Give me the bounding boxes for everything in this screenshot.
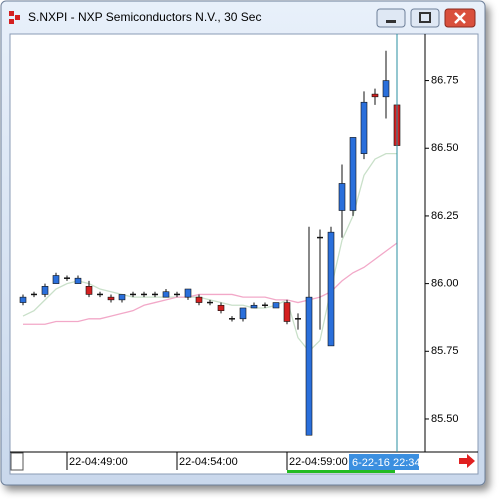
candle-body: [349, 137, 357, 211]
y-tick-label: 86.00: [431, 278, 459, 290]
y-tick-label: 85.75: [431, 345, 459, 357]
candle-body: [272, 302, 280, 309]
candle-body: [360, 101, 368, 154]
scroll-box[interactable]: [10, 452, 24, 471]
y-tick-label: 86.75: [431, 74, 459, 86]
app-icon: [9, 11, 20, 24]
candle-body: [85, 286, 93, 295]
scroll-right-arrow[interactable]: [459, 454, 475, 468]
y-tick-label: 86.25: [431, 210, 459, 222]
candle-body: [327, 231, 335, 347]
candle-body: [382, 80, 390, 98]
candle-body: [162, 291, 170, 298]
candle-body: [74, 277, 82, 284]
candle-body: [371, 93, 379, 98]
cursor-label-box: [349, 454, 419, 470]
minimize-button[interactable]: [376, 8, 406, 28]
candle-body: [41, 286, 49, 295]
restore-button[interactable]: [410, 8, 440, 28]
candle-body: [118, 294, 126, 301]
close-button[interactable]: [444, 8, 476, 28]
client-area: [9, 33, 479, 475]
candle-body: [283, 302, 291, 322]
candle-body: [338, 183, 346, 211]
candle-body: [195, 296, 203, 303]
y-tick-label: 85.50: [431, 413, 459, 425]
window-title: S.NXPI - NXP Semiconductors N.V., 30 Sec: [28, 10, 261, 24]
x-tick-label: 22-04:59:00: [289, 456, 348, 468]
candle-body: [184, 288, 192, 298]
candle-body: [305, 296, 313, 436]
scroll-indicator: [287, 470, 395, 473]
x-tick-label: 22-04:54:00: [179, 456, 238, 468]
candle-body: [52, 275, 60, 284]
x-tick-label: 22-04:49:00: [69, 456, 128, 468]
y-tick-label: 86.50: [431, 142, 459, 154]
candle-body: [19, 296, 27, 303]
candle-body: [107, 296, 115, 301]
moving-average-line: [23, 242, 398, 325]
candle-body: [250, 304, 258, 309]
candle-body: [239, 307, 247, 320]
moving-average-line: [22, 153, 397, 353]
cursor-label: 6-22-16 22:34:00: [352, 457, 436, 469]
candle-body: [217, 304, 225, 311]
